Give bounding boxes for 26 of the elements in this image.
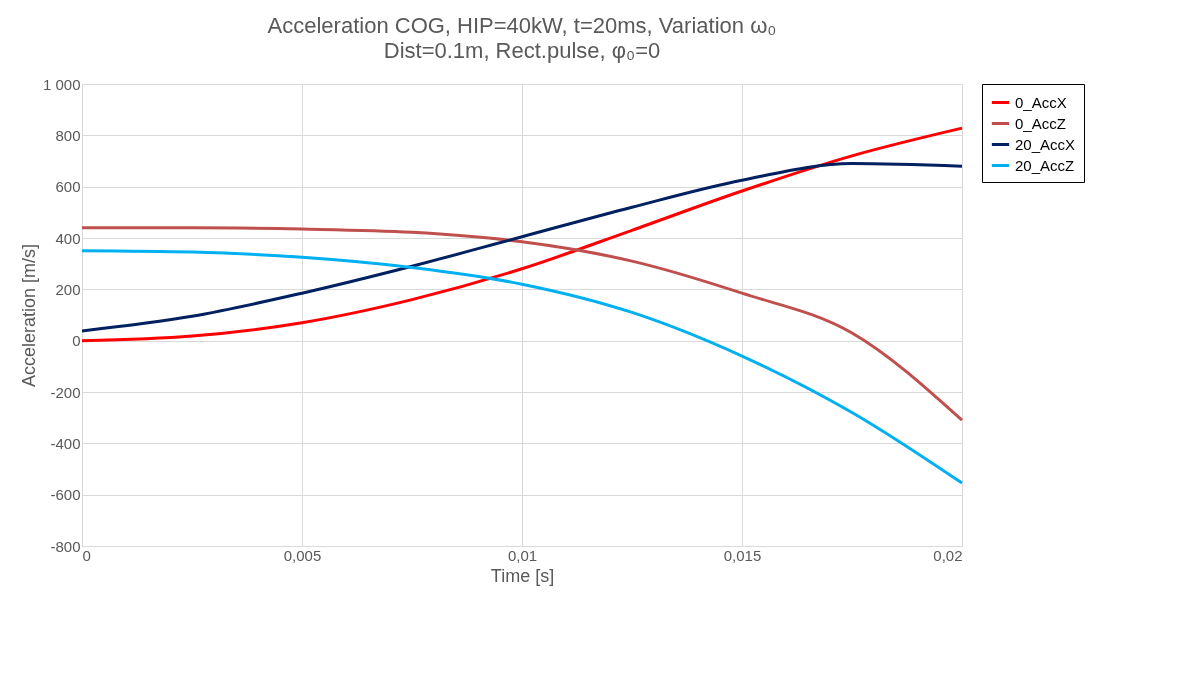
x-tick-label: 0,01: [507, 546, 538, 564]
line-series: [80, 126, 964, 343]
y-axis-title: Acceleration [m/s]: [18, 243, 39, 388]
y-tick-label: 400: [55, 229, 81, 247]
y-tick-label: -800: [50, 537, 81, 555]
chart-title: Acceleration COG, HIP=40kW, t=20ms, Variation ω₀: [267, 13, 777, 38]
legend-label: 0_AccX: [1015, 93, 1067, 111]
x-tick-label: 0,02: [933, 546, 963, 564]
legend-label: 20_AccX: [1015, 135, 1076, 153]
chart-subtitle: Dist=0.1m, Rect.pulse, φ₀=0: [383, 38, 661, 63]
y-tick-label: 1 000: [42, 75, 81, 93]
line-series: [80, 162, 964, 333]
y-tick-label: 800: [55, 126, 81, 144]
line-series: [80, 226, 964, 422]
legend-label: 0_AccZ: [1015, 114, 1066, 132]
y-tick-label: 0: [72, 332, 81, 350]
y-tick-label: 200: [55, 280, 81, 298]
y-tick-label: -200: [50, 383, 81, 401]
x-tick-label: 0,015: [723, 546, 762, 564]
line-series: [80, 249, 964, 485]
legend-label: 20_AccZ: [1015, 156, 1075, 174]
y-tick-label: -400: [50, 434, 81, 452]
x-tick-label: 0,005: [283, 546, 322, 564]
y-tick-label: 600: [55, 178, 81, 196]
y-tick-label: -600: [50, 486, 81, 504]
x-axis-title: Time [s]: [490, 565, 555, 586]
